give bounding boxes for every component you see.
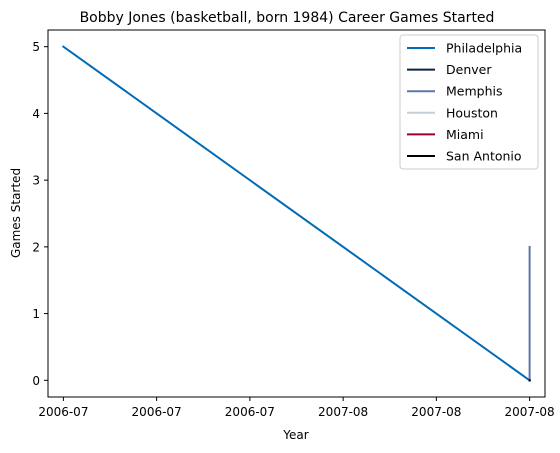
legend-box bbox=[399, 34, 539, 170]
series-layer bbox=[61, 45, 532, 382]
legend-entries: Philadelphia Denver Memphis Houston Miami San… bbox=[407, 41, 522, 164]
y-tick-label: 4 bbox=[32, 107, 40, 121]
x-tick-label: 2006-07 bbox=[225, 405, 275, 419]
series-line-philadelphia bbox=[61, 45, 532, 382]
x-tick-label: 2006-07 bbox=[38, 405, 88, 419]
y-axis-label: Games Started bbox=[9, 168, 23, 258]
legend-label-san-antonio: San Antonio bbox=[446, 149, 522, 164]
legend-label-houston: Houston bbox=[446, 105, 498, 120]
legend-label-memphis: Memphis bbox=[446, 84, 503, 99]
x-tick-label: 2007-08 bbox=[411, 405, 461, 419]
y-tick-label: 5 bbox=[32, 40, 40, 54]
legend: Philadelphia Denver Memphis Houston Miami San… bbox=[399, 34, 539, 170]
x-tick-label: 2007-08 bbox=[505, 405, 555, 419]
x-tick-label: 2007-08 bbox=[318, 405, 368, 419]
x-axis-label: Year bbox=[282, 428, 308, 442]
y-tick-label: 1 bbox=[32, 307, 40, 321]
y-tick-label: 0 bbox=[32, 374, 40, 388]
x-axis-ticks: 2006-07 2006-07 2006-07 2007-08 2007-08 2007-… bbox=[38, 397, 555, 419]
legend-label-denver: Denver bbox=[446, 62, 492, 77]
legend-label-miami: Miami bbox=[446, 127, 484, 142]
x-tick-label: 2006-07 bbox=[132, 405, 182, 419]
y-axis-ticks: 0 1 2 3 4 5 bbox=[32, 40, 48, 388]
y-tick-label: 2 bbox=[32, 240, 40, 254]
y-tick-label: 3 bbox=[32, 174, 40, 188]
chart-title: Bobby Jones (basketball, born 1984) Care… bbox=[80, 10, 495, 26]
legend-label-philadelphia: Philadelphia bbox=[446, 41, 522, 56]
